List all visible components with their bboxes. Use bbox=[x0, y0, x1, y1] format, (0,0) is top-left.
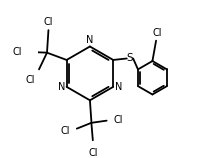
Text: S: S bbox=[127, 54, 133, 64]
Text: Cl: Cl bbox=[114, 115, 123, 125]
Text: N: N bbox=[58, 82, 65, 92]
Text: Cl: Cl bbox=[88, 148, 98, 158]
Text: Cl: Cl bbox=[61, 126, 70, 136]
Text: Cl: Cl bbox=[26, 75, 35, 85]
Text: Cl: Cl bbox=[12, 47, 22, 57]
Text: N: N bbox=[115, 82, 122, 92]
Text: N: N bbox=[86, 35, 94, 45]
Text: Cl: Cl bbox=[152, 28, 162, 39]
Text: Cl: Cl bbox=[44, 17, 53, 27]
